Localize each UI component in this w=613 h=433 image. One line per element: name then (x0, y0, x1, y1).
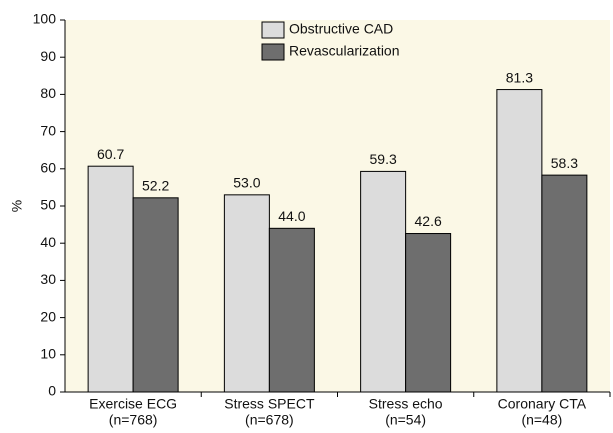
x-tick-label: Coronary CTA (498, 396, 587, 412)
value-label: 44.0 (278, 208, 305, 224)
bar (360, 170, 407, 393)
bar (223, 194, 270, 393)
x-tick-label: (n=678) (245, 412, 294, 428)
value-label: 58.3 (551, 155, 578, 171)
y-tick-label: 70 (40, 122, 56, 138)
y-tick-label: 40 (40, 234, 56, 250)
y-tick-label: 60 (40, 160, 56, 176)
bar (87, 165, 134, 393)
x-tick-label: Stress echo (369, 396, 443, 412)
legend-swatch (261, 21, 285, 39)
y-tick-label: 30 (40, 271, 56, 287)
x-tick-label: (n=54) (385, 412, 426, 428)
legend-swatch (261, 43, 285, 61)
x-tick-label: Stress SPECT (224, 396, 315, 412)
value-label: 53.0 (233, 175, 260, 191)
x-tick-label: Exercise ECG (89, 396, 177, 412)
y-tick-label: 20 (40, 308, 56, 324)
y-tick-label: 100 (33, 11, 57, 27)
x-tick-label: (n=48) (521, 412, 562, 428)
y-tick-label: 90 (40, 48, 56, 64)
value-label: 42.6 (415, 213, 442, 229)
bar (405, 233, 452, 393)
value-label: 60.7 (97, 146, 124, 162)
value-label: 81.3 (506, 69, 533, 85)
bar (132, 197, 179, 393)
bar (268, 227, 315, 393)
y-axis-label: % (9, 200, 25, 212)
legend-label: Obstructive CAD (289, 21, 393, 37)
y-tick-label: 50 (40, 197, 56, 213)
y-tick-label: 10 (40, 346, 56, 362)
y-tick-label: 80 (40, 85, 56, 101)
bar (541, 174, 588, 393)
bar (496, 89, 543, 393)
value-label: 52.2 (142, 178, 169, 194)
y-tick-label: 0 (48, 383, 56, 399)
x-tick-label: (n=768) (109, 412, 158, 428)
value-label: 59.3 (370, 151, 397, 167)
legend-label: Revascularization (289, 43, 400, 59)
